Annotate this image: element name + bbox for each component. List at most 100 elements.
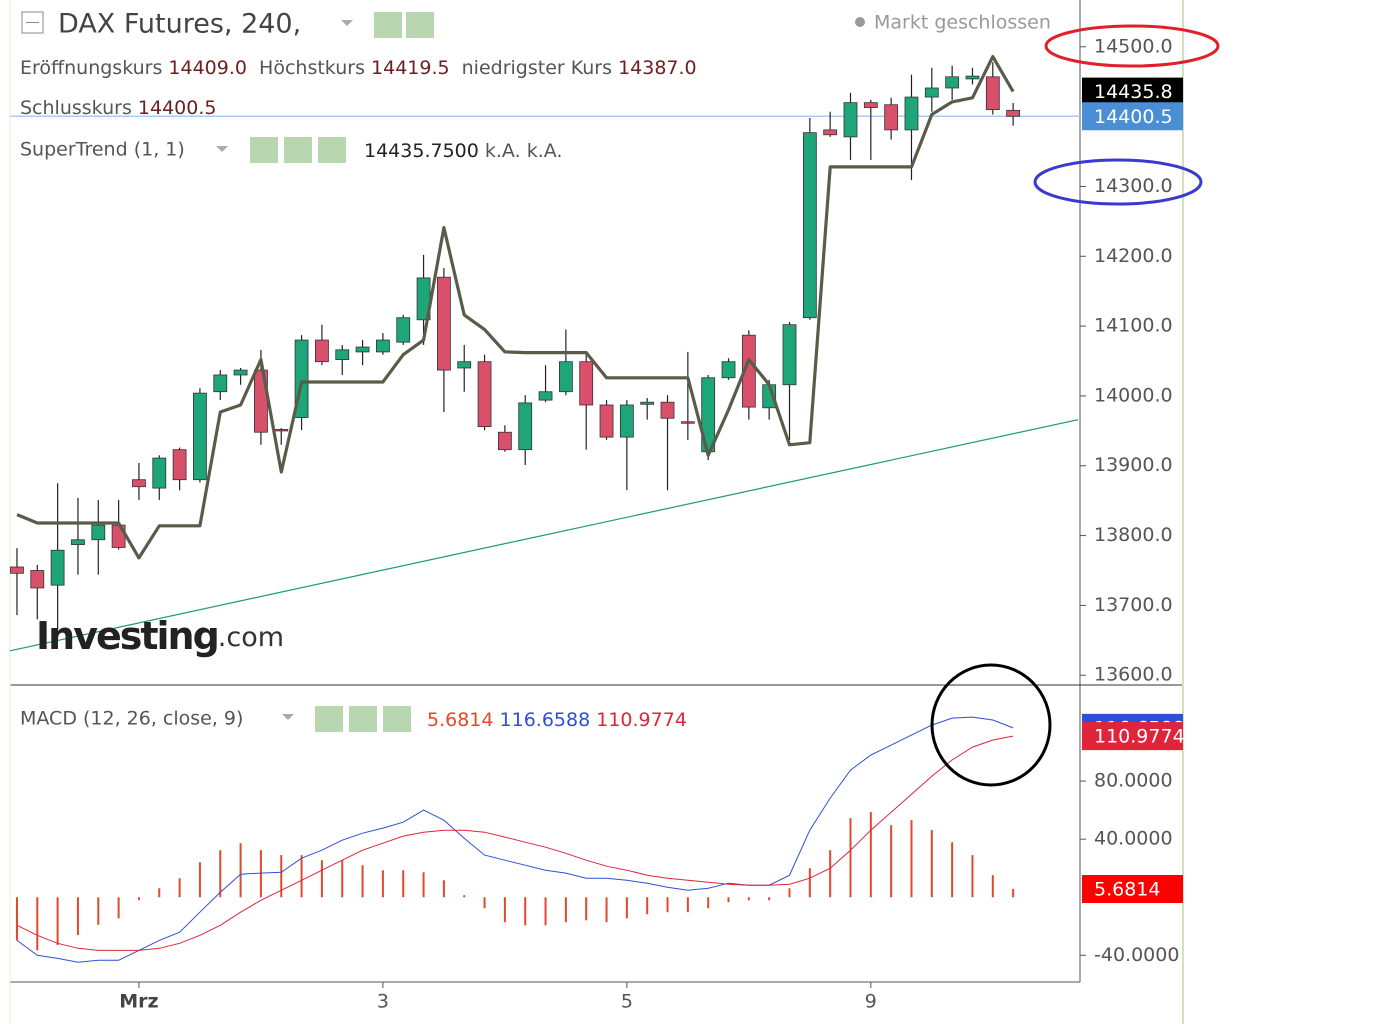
ohlc-value: 14400.5 [138, 97, 217, 119]
ohlc-value: 14419.5 [371, 57, 450, 79]
highlight-circle [1033, 158, 1203, 206]
ohlc-value: 14387.0 [618, 57, 697, 79]
watermark-text: .com [218, 622, 284, 653]
ohlc-label: Eröffnungskurs [20, 57, 162, 79]
candle-body [782, 324, 797, 386]
candle-body [457, 361, 472, 369]
y-tick-label: 40.0000 [1094, 828, 1173, 850]
value-badge-label: 5.6814 [1094, 878, 1160, 900]
candle-body [965, 75, 980, 80]
candle-body [741, 334, 756, 408]
macd-value: 116.6588 [500, 709, 591, 731]
candle-body [132, 479, 146, 488]
candle-body [945, 76, 960, 89]
candle-body [10, 566, 24, 574]
remove-button[interactable] [318, 137, 346, 163]
ohlc-label: Höchstkurs [259, 57, 365, 79]
candle-body [213, 374, 228, 393]
eye-button[interactable] [374, 12, 402, 38]
x-tick-label: 5 [621, 991, 633, 1013]
candle-body [558, 361, 573, 393]
macd-values: 5.6814 116.6588 110.9774 [427, 709, 687, 731]
eye-button[interactable] [250, 137, 278, 163]
candle-body [985, 76, 1000, 111]
indicator-value: k.A. [527, 140, 563, 162]
macd-title: MACD (12, 26, close, 9) [20, 708, 243, 730]
y-tick-label: 13800.0 [1094, 524, 1173, 546]
settings-button[interactable] [406, 12, 434, 38]
price-badge-label: 14400.5 [1094, 106, 1173, 128]
collapse-button[interactable] [21, 11, 44, 34]
candle-body [50, 549, 65, 586]
y-tick-label: 13600.0 [1094, 664, 1173, 686]
value-badge [1082, 874, 1183, 903]
macd-value: 5.6814 [427, 709, 493, 731]
y-tick-label: 14100.0 [1094, 315, 1173, 337]
ohlc-label: niedrigster Kurs [462, 57, 612, 79]
y-tick-label: 14500.0 [1094, 35, 1173, 57]
status-dot [855, 17, 865, 27]
watermark-text: Investing [36, 614, 218, 658]
macd-value: 110.9774 [596, 709, 687, 731]
candle-body [396, 317, 411, 343]
x-tick-label: 3 [377, 991, 389, 1013]
trendline [9, 419, 1079, 652]
candle-body [71, 539, 85, 546]
highlight-circle [930, 663, 1052, 787]
candle-body [91, 524, 106, 541]
supertrend-line [16, 55, 1015, 560]
value-badge-label: 110.9774 [1094, 726, 1185, 748]
candle-body [274, 429, 289, 432]
x-tick-label: Mrz [119, 991, 158, 1013]
candle-body [233, 369, 248, 376]
settings-button[interactable] [284, 137, 312, 163]
marks: 13600.0 13700.0 13800.0 13900.0 14000.0 14100… [9, 35, 1185, 1013]
indicator-value: 14435.7500 [364, 140, 479, 162]
candle-body [193, 392, 207, 481]
candle-body [172, 449, 187, 481]
ohlc-line: Schlusskurs 14400.5 [20, 97, 216, 119]
indicator-name: SuperTrend (1, 1) [20, 139, 185, 161]
settings-button[interactable] [349, 706, 377, 732]
status: Markt geschlossen [874, 12, 1051, 34]
candle-body [904, 96, 919, 131]
macd-line [16, 716, 1014, 963]
candle-body [863, 102, 878, 108]
candle-body [802, 132, 817, 319]
candle-body [640, 401, 655, 405]
candle-body [315, 339, 329, 363]
price-badge-label: 14435.8 [1094, 81, 1173, 103]
y-tick-label: 14200.0 [1094, 245, 1173, 267]
y-tick-label: 14000.0 [1094, 384, 1173, 406]
candle-body [497, 431, 512, 451]
candle-body [579, 361, 594, 406]
candle-body [1006, 109, 1021, 117]
dropdown[interactable] [282, 714, 294, 720]
candle-body [30, 570, 45, 589]
ohlc-label: Schlusskurs [20, 97, 132, 119]
value-badge [1082, 722, 1183, 751]
ohlc-line: Eröffnungskurs 14409.0 Höchstkurs 14419.… [20, 57, 697, 79]
y-tick-label: 13900.0 [1094, 454, 1173, 476]
macd-line [16, 735, 1014, 951]
dropdown[interactable] [216, 146, 228, 152]
candle-body [823, 129, 838, 136]
candle-body [619, 404, 634, 438]
price-badge [1082, 77, 1183, 106]
watermark: Investing.com [36, 614, 284, 658]
title: DAX Futures, 240, [58, 9, 301, 40]
eye-button[interactable] [315, 706, 343, 732]
candle-body [680, 421, 695, 424]
candle-body [152, 457, 167, 489]
candle-body [436, 276, 451, 371]
annotations [930, 24, 1220, 787]
candle-body [599, 404, 614, 438]
dropdown[interactable] [341, 20, 353, 26]
candle-body [843, 102, 858, 138]
y-tick-label: -40.0000 [1094, 944, 1179, 966]
y-tick-label: 13700.0 [1094, 594, 1173, 616]
remove-button[interactable] [383, 706, 411, 732]
